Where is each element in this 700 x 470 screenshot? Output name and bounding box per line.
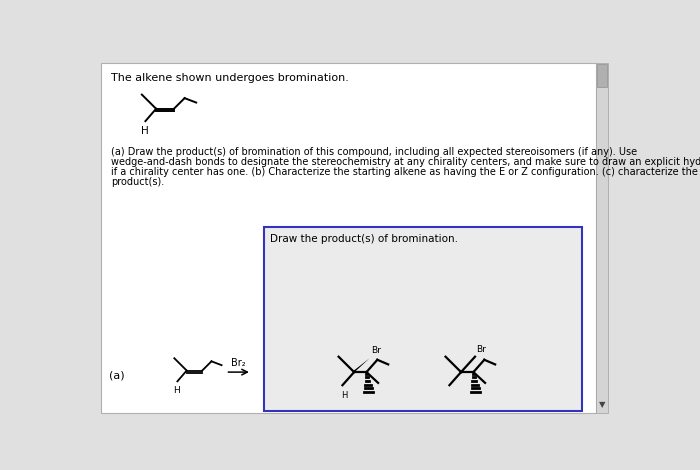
Text: H: H bbox=[174, 386, 180, 395]
FancyBboxPatch shape bbox=[264, 227, 582, 411]
Polygon shape bbox=[354, 358, 370, 373]
Text: ▼: ▼ bbox=[599, 400, 605, 409]
Text: Br: Br bbox=[477, 345, 486, 353]
Text: Draw the product(s) of bromination.: Draw the product(s) of bromination. bbox=[270, 234, 458, 244]
Text: (a) Draw the product(s) of bromination of this compound, including all expected : (a) Draw the product(s) of bromination o… bbox=[111, 147, 637, 157]
FancyBboxPatch shape bbox=[596, 64, 607, 87]
FancyBboxPatch shape bbox=[102, 63, 596, 413]
Text: if a chirality center has one. (b) Characterize the starting alkene as having th: if a chirality center has one. (b) Chara… bbox=[111, 167, 698, 177]
Text: wedge-and-dash bonds to designate the stereochemistry at any chirality centers, : wedge-and-dash bonds to designate the st… bbox=[111, 157, 700, 167]
Text: Br: Br bbox=[371, 346, 381, 355]
FancyBboxPatch shape bbox=[596, 63, 608, 413]
Text: H: H bbox=[141, 126, 148, 136]
Text: (a): (a) bbox=[109, 371, 125, 381]
Text: product(s).: product(s). bbox=[111, 177, 164, 187]
Text: Br₂: Br₂ bbox=[231, 358, 246, 368]
Text: The alkene shown undergoes bromination.: The alkene shown undergoes bromination. bbox=[111, 73, 349, 83]
Text: H: H bbox=[341, 391, 347, 400]
